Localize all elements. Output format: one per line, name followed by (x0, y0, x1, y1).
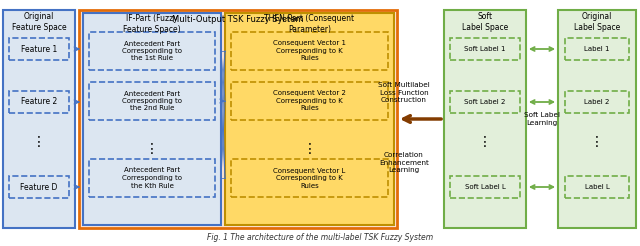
Text: Soft Label 2: Soft Label 2 (464, 99, 506, 105)
Bar (9, 38, 69, 60)
Text: Feature D: Feature D (20, 183, 58, 191)
Bar (9, 176, 69, 198)
Text: Consequent Vector 2
Corresponding to K
Rules: Consequent Vector 2 Corresponding to K R… (273, 91, 346, 111)
Bar (565, 176, 629, 198)
Text: ⋮: ⋮ (590, 135, 604, 149)
Bar (89, 159, 215, 197)
Text: Antecedent Part
Corresponding to
the 2nd Rule: Antecedent Part Corresponding to the 2nd… (122, 91, 182, 111)
Text: ⋮: ⋮ (32, 135, 46, 149)
Text: Label L: Label L (584, 184, 609, 190)
Text: ⋮: ⋮ (478, 135, 492, 149)
Bar (83, 13, 221, 225)
Text: Fig. 1 The architecture of the multi-label TSK Fuzzy System: Fig. 1 The architecture of the multi-lab… (207, 233, 433, 243)
Text: Soft Multilabel
Loss Function
Construction: Soft Multilabel Loss Function Constructi… (378, 82, 430, 103)
Bar (79, 10, 397, 228)
Bar (9, 91, 69, 113)
Text: Multi-Output TSK Fuzzy System: Multi-Output TSK Fuzzy System (172, 15, 304, 24)
Bar (231, 32, 388, 70)
Bar (444, 10, 526, 228)
Text: Label 2: Label 2 (584, 99, 610, 105)
Text: Label 1: Label 1 (584, 46, 610, 52)
Bar (231, 159, 388, 197)
Bar (565, 38, 629, 60)
Bar (231, 82, 388, 120)
Bar (450, 176, 520, 198)
Text: ⋮: ⋮ (145, 142, 159, 156)
Bar (3, 10, 75, 228)
Text: Soft Label 1: Soft Label 1 (464, 46, 506, 52)
Text: Original
Label Space: Original Label Space (574, 12, 620, 32)
Text: Antecedent Part
Corresponding to
the 1st Rule: Antecedent Part Corresponding to the 1st… (122, 41, 182, 62)
Text: Soft Label L: Soft Label L (465, 184, 506, 190)
Bar (225, 13, 394, 225)
Text: ⋮: ⋮ (303, 142, 316, 156)
Text: Consequent Vector L
Corresponding to K
Rules: Consequent Vector L Corresponding to K R… (273, 168, 346, 188)
Text: Feature 2: Feature 2 (21, 97, 57, 107)
Text: THEN-Part (Consequent
Parameter): THEN-Part (Consequent Parameter) (264, 14, 355, 34)
Text: Soft Label
Learning: Soft Label Learning (524, 112, 560, 126)
Text: Correlation
Enhancement
Learning: Correlation Enhancement Learning (379, 152, 429, 173)
Bar (89, 82, 215, 120)
Text: Feature 1: Feature 1 (21, 45, 57, 53)
Bar (450, 91, 520, 113)
Text: Original
Feature Space: Original Feature Space (12, 12, 67, 32)
Bar (565, 91, 629, 113)
Text: Antecedent Part
Corresponding to
the Kth Rule: Antecedent Part Corresponding to the Kth… (122, 168, 182, 188)
Bar (558, 10, 636, 228)
Text: IF-Part (Fuzzy
Feature Space): IF-Part (Fuzzy Feature Space) (123, 14, 181, 34)
Bar (450, 38, 520, 60)
Bar (89, 32, 215, 70)
Text: Consequent Vector 1
Corresponding to K
Rules: Consequent Vector 1 Corresponding to K R… (273, 41, 346, 62)
Text: Soft
Label Space: Soft Label Space (462, 12, 508, 32)
